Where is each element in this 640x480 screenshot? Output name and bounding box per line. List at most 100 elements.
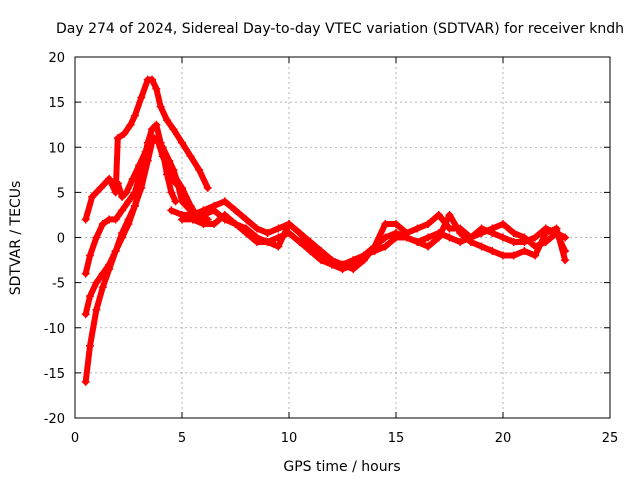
data-point-marker [381,242,390,251]
data-point-marker [158,152,167,161]
data-point-marker [111,247,120,256]
data-point-marker [128,174,137,183]
data-point-marker [499,233,507,242]
y-tick-label: 10 [48,141,65,156]
data-point-marker [210,219,219,228]
y-tick-label: -15 [44,367,65,382]
data-point-marker [137,93,146,102]
data-point-marker [445,224,454,233]
data-point-marker [306,247,315,256]
data-point-marker [445,233,454,242]
data-point-marker [113,179,122,188]
data-point-marker [531,233,540,242]
data-point-marker [392,233,400,242]
data-point-marker [370,242,379,251]
data-point-marker [203,183,212,192]
y-tick-label: 15 [48,96,65,111]
data-point-marker [92,305,101,314]
data-point-marker [424,219,433,228]
data-point-marker [381,233,390,242]
data-point-marker [434,210,443,219]
data-point-marker [105,174,114,183]
data-point-marker [561,247,570,256]
data-point-marker [120,129,129,138]
data-point-marker [163,116,172,125]
data-point-marker [561,256,570,265]
data-point-marker [520,247,529,256]
data-point-marker [445,210,454,219]
data-point-marker [520,233,529,242]
data-point-marker [413,238,422,247]
data-point-marker [210,206,219,215]
tick-label-layer: 0 5 10 15 20 25 20 15 10 5 0 -5 -10 -15 -20 [44,51,619,446]
data-point-marker [145,138,154,147]
data-point-marker [130,188,139,197]
chart-title: Day 274 of 2024, Sidereal Day-to-day VTE… [56,21,624,37]
data-point-marker [81,310,90,319]
data-point-marker [424,242,433,251]
data-point-marker [169,125,178,134]
data-point-marker [171,179,180,188]
series-track-c [81,120,210,278]
data-point-marker [252,224,261,233]
y-tick-label: -5 [52,277,65,292]
data-point-marker [349,265,358,274]
data-point-marker [85,251,94,260]
y-axis-label: SDTVAR / TECUs [8,181,24,296]
data-point-marker [92,233,101,242]
data-point-marker [317,256,326,265]
data-point-marker [509,251,518,260]
y-tick-label: 5 [57,186,65,201]
x-axis-label: GPS time / hours [283,459,400,475]
data-point-marker [135,161,144,170]
data-point-marker [165,165,174,174]
data-point-marker [434,233,443,242]
data-point-marker [152,84,161,93]
data-point-marker [81,215,90,224]
data-point-marker [285,219,293,228]
data-point-marker [231,219,240,228]
data-point-marker [499,219,507,228]
data-point-marker [220,197,229,206]
data-point-marker [274,242,283,251]
tick-layer [74,56,611,419]
x-tick-label: 20 [495,431,512,446]
data-point-marker [552,228,561,237]
data-point-marker [295,228,304,237]
data-point-marker [98,269,107,278]
x-tick-label: 25 [602,431,619,446]
series-track-a [81,134,180,386]
data-point-marker [561,233,570,242]
data-point-marker [148,125,157,134]
x-tick-label: 5 [178,431,186,446]
data-point-marker [85,292,94,301]
data-point-marker [338,260,347,269]
data-point-marker [306,238,315,247]
data-point-marker [178,183,186,192]
data-point-marker [477,242,486,251]
y-tick-label: 20 [48,51,65,66]
data-point-marker [167,188,176,197]
data-point-marker [178,197,186,206]
data-point-marker [85,341,94,350]
data-point-marker [231,206,240,215]
data-point-marker [178,215,186,224]
data-point-marker [413,224,422,233]
y-tick-label: 0 [57,232,65,247]
series-track-h [199,206,570,274]
data-point-marker [98,219,107,228]
data-point-marker [263,238,272,247]
data-point-marker [488,224,497,233]
data-point-marker [122,188,131,197]
data-point-marker [381,219,390,228]
data-point-marker [118,192,127,201]
data-point-marker [242,215,251,224]
data-point-marker [199,219,208,228]
data-point-marker [359,256,368,265]
data-point-marker [488,247,497,256]
data-point-marker [541,228,550,237]
data-point-marker [456,224,465,233]
data-point-marker [92,278,101,287]
data-point-marker [156,102,165,111]
data-point-marker [252,233,261,242]
